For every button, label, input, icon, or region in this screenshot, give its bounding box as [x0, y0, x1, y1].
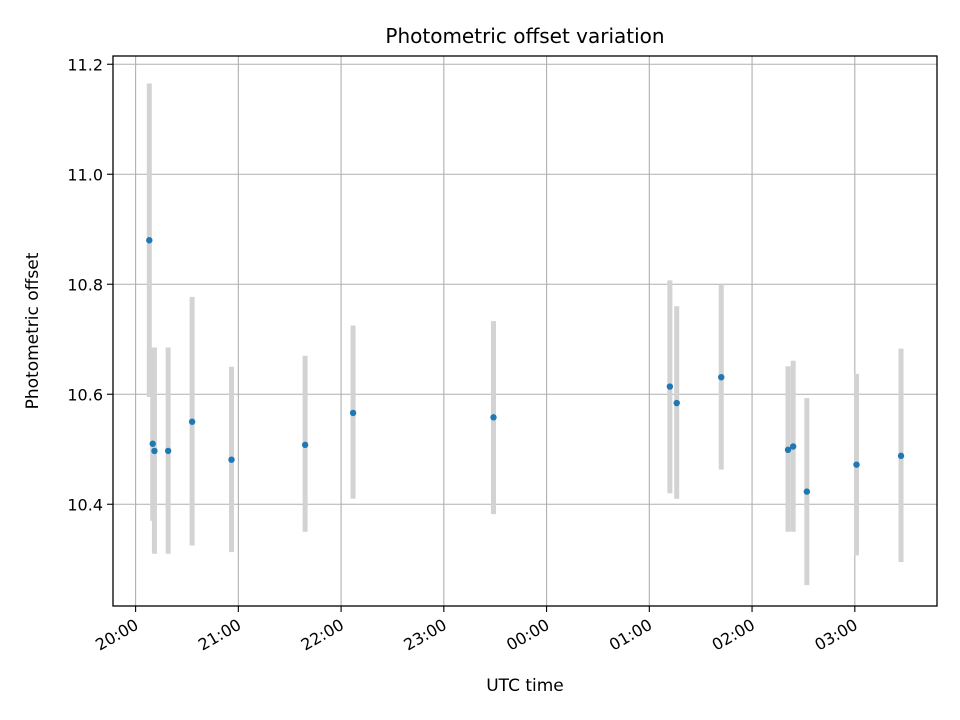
x-axis-label: UTC time — [486, 676, 564, 696]
data-point — [228, 456, 235, 463]
data-point — [151, 447, 158, 455]
data-point — [301, 441, 309, 449]
data-point — [164, 447, 172, 455]
data-point — [784, 446, 792, 453]
y-tick-label: 10.4 — [67, 495, 103, 514]
data-point — [349, 409, 357, 417]
y-tick-label: 11.0 — [67, 165, 103, 184]
data-point — [803, 488, 811, 495]
y-tick-label: 10.6 — [67, 385, 103, 404]
y-tick-label: 10.8 — [67, 275, 103, 294]
data-point — [673, 399, 680, 407]
data-point — [149, 440, 156, 447]
data-point — [853, 461, 860, 468]
data-point — [718, 374, 725, 381]
grid — [113, 56, 937, 606]
data-point — [897, 452, 905, 460]
y-tick-label: 11.2 — [67, 55, 103, 74]
plot-area-frame — [112, 55, 938, 607]
data-points — [146, 237, 905, 495]
data-point — [188, 418, 196, 425]
data-point — [146, 237, 153, 244]
y-axis-label: Photometric offset — [23, 252, 43, 409]
data-point — [666, 383, 674, 390]
data-point — [789, 443, 797, 450]
data-point — [490, 414, 497, 421]
chart-title: Photometric offset variation — [385, 24, 664, 48]
